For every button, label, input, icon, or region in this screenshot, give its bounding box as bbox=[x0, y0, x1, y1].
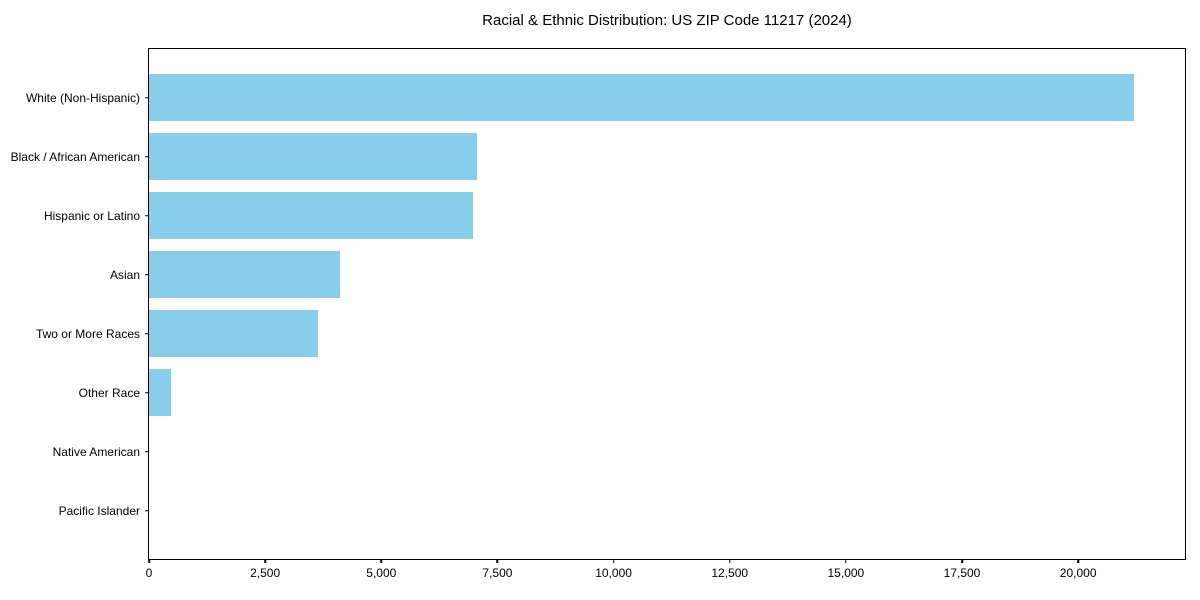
x-tick-label: 17,500 bbox=[943, 566, 981, 580]
y-tick-mark bbox=[145, 273, 149, 276]
x-tick-label: 10,000 bbox=[595, 566, 632, 580]
x-tick-label: 0 bbox=[145, 566, 153, 580]
x-tick-mark bbox=[264, 559, 266, 563]
y-tick-mark bbox=[145, 155, 149, 158]
x-tick-mark bbox=[496, 559, 499, 563]
x-tick-label: 5,000 bbox=[366, 566, 397, 580]
y-tick-label: Native American bbox=[52, 444, 140, 459]
y-tick-label: Asian bbox=[109, 267, 140, 282]
bar bbox=[149, 251, 340, 298]
x-tick-label: 12,500 bbox=[711, 566, 749, 580]
x-tick-label: 20,000 bbox=[1059, 566, 1097, 580]
x-tick-mark bbox=[1077, 559, 1079, 563]
x-tick-mark bbox=[728, 559, 731, 563]
bar bbox=[149, 310, 319, 357]
chart-title: Racial & Ethnic Distribution: US ZIP Cod… bbox=[482, 12, 852, 29]
y-tick-label: Two or More Races bbox=[35, 326, 140, 341]
x-tick-label: 15,000 bbox=[827, 566, 865, 580]
bar bbox=[149, 74, 1134, 121]
y-tick-label: Black / African American bbox=[10, 149, 140, 164]
x-tick-mark bbox=[148, 559, 150, 563]
x-tick-mark bbox=[961, 559, 963, 563]
y-tick-mark bbox=[145, 391, 149, 394]
x-tick-label: 2,500 bbox=[250, 566, 281, 580]
x-tick-mark bbox=[380, 559, 383, 563]
y-tick-label: Other Race bbox=[78, 385, 140, 400]
bar bbox=[149, 133, 477, 180]
y-tick-label: Hispanic or Latino bbox=[43, 208, 140, 223]
y-tick-label: Pacific Islander bbox=[58, 503, 140, 518]
x-tick-label: 7,500 bbox=[482, 566, 513, 580]
x-tick-mark bbox=[845, 559, 847, 563]
y-tick-mark bbox=[145, 214, 149, 217]
bar bbox=[149, 369, 171, 416]
y-tick-mark bbox=[145, 509, 149, 512]
x-tick-mark bbox=[612, 559, 615, 563]
y-tick-label: White (Non-Hispanic) bbox=[25, 90, 140, 105]
y-tick-mark bbox=[145, 450, 149, 453]
y-tick-mark bbox=[145, 332, 149, 335]
plot-area: White (Non-Hispanic) Black / African Amer… bbox=[11, 48, 1186, 580]
y-tick-mark bbox=[145, 96, 149, 99]
bar bbox=[149, 192, 473, 239]
